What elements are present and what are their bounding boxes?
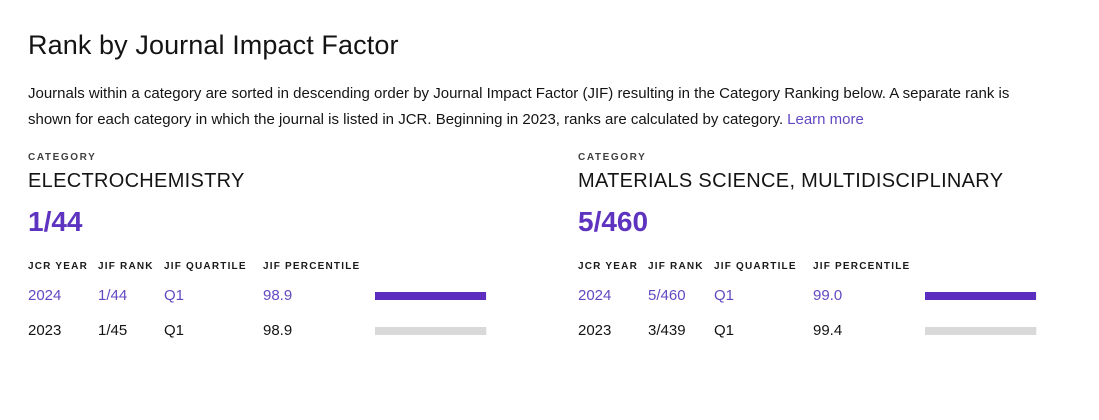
column-header-jif-percentile: JIF PERCENTILE (263, 261, 361, 272)
category-panel: CATEGORY MATERIALS SCIENCE, MULTIDISCIPL… (578, 152, 1048, 348)
description-text: Journals within a category are sorted in… (28, 85, 1010, 128)
percentile-bar-fill (925, 291, 1036, 300)
rank-table: JCR YEAR JIF RANK JIF QUARTILE JIF PERCE… (28, 261, 498, 348)
category-name: ELECTROCHEMISTRY (28, 170, 245, 192)
column-header-jif-quartile: JIF QUARTILE (164, 261, 247, 272)
table-header-row: JCR YEAR JIF RANK JIF QUARTILE JIF PERCE… (578, 261, 1048, 272)
cell-jif-quartile: Q1 (714, 322, 735, 339)
cell-jcr-year: 2023 (28, 322, 62, 339)
table-row: 2024 5/460 Q1 99.0 (578, 278, 1048, 313)
percentile-bar-track (925, 326, 1037, 335)
cell-jif-quartile: Q1 (714, 287, 735, 304)
table-row: 2023 3/439 Q1 99.4 (578, 313, 1048, 348)
percentile-bar (925, 326, 1037, 335)
table-header-row: JCR YEAR JIF RANK JIF QUARTILE JIF PERCE… (28, 261, 498, 272)
page-description: Journals within a category are sorted in… (28, 81, 1033, 132)
column-header-jif-quartile: JIF QUARTILE (714, 261, 797, 272)
table-row: 2023 1/45 Q1 98.9 (28, 313, 498, 348)
cell-jif-percentile: 99.4 (813, 322, 843, 339)
category-name: MATERIALS SCIENCE, MULTIDISCIPLINARY (578, 170, 1004, 192)
cell-jif-rank: 5/460 (648, 287, 686, 304)
percentile-bar (375, 291, 487, 300)
percentile-bar-fill (925, 326, 1037, 335)
category-rank: 1/44 (28, 206, 83, 237)
cell-jif-percentile: 99.0 (813, 287, 843, 304)
cell-jif-rank: 1/44 (98, 287, 128, 304)
category-label: CATEGORY (578, 152, 647, 163)
category-label: CATEGORY (28, 152, 97, 163)
cell-jif-quartile: Q1 (164, 287, 185, 304)
cell-jcr-year: 2024 (28, 287, 62, 304)
rank-table: JCR YEAR JIF RANK JIF QUARTILE JIF PERCE… (578, 261, 1048, 348)
cell-jif-rank: 3/439 (648, 322, 686, 339)
column-header-jif-rank: JIF RANK (98, 261, 154, 272)
column-header-jcr-year: JCR YEAR (28, 261, 88, 272)
cell-jcr-year: 2023 (578, 322, 612, 339)
page-title: Rank by Journal Impact Factor (28, 30, 399, 60)
percentile-bar (925, 291, 1037, 300)
category-panels: CATEGORY ELECTROCHEMISTRY 1/44 JCR YEAR … (28, 152, 1071, 348)
table-body: 2024 1/44 Q1 98.9 2023 1/45 Q1 98.9 (28, 278, 498, 348)
percentile-bar-track (375, 291, 487, 300)
table-body: 2024 5/460 Q1 99.0 2023 3/439 Q1 99.4 (578, 278, 1048, 348)
cell-jcr-year: 2024 (578, 287, 612, 304)
learn-more-link[interactable]: Learn more (787, 110, 864, 128)
column-header-jif-percentile: JIF PERCENTILE (813, 261, 911, 272)
category-rank: 5/460 (578, 206, 649, 237)
cell-jif-percentile: 98.9 (263, 287, 293, 304)
column-header-jif-rank: JIF RANK (648, 261, 704, 272)
cell-jif-percentile: 98.9 (263, 322, 293, 339)
table-row: 2024 1/44 Q1 98.9 (28, 278, 498, 313)
percentile-bar-track (925, 291, 1037, 300)
cell-jif-quartile: Q1 (164, 322, 185, 339)
percentile-bar-track (375, 326, 487, 335)
percentile-bar-fill (375, 326, 486, 335)
cell-jif-rank: 1/45 (98, 322, 128, 339)
percentile-bar-fill (375, 291, 486, 300)
category-panel: CATEGORY ELECTROCHEMISTRY 1/44 JCR YEAR … (28, 152, 498, 348)
percentile-bar (375, 326, 487, 335)
column-header-jcr-year: JCR YEAR (578, 261, 638, 272)
